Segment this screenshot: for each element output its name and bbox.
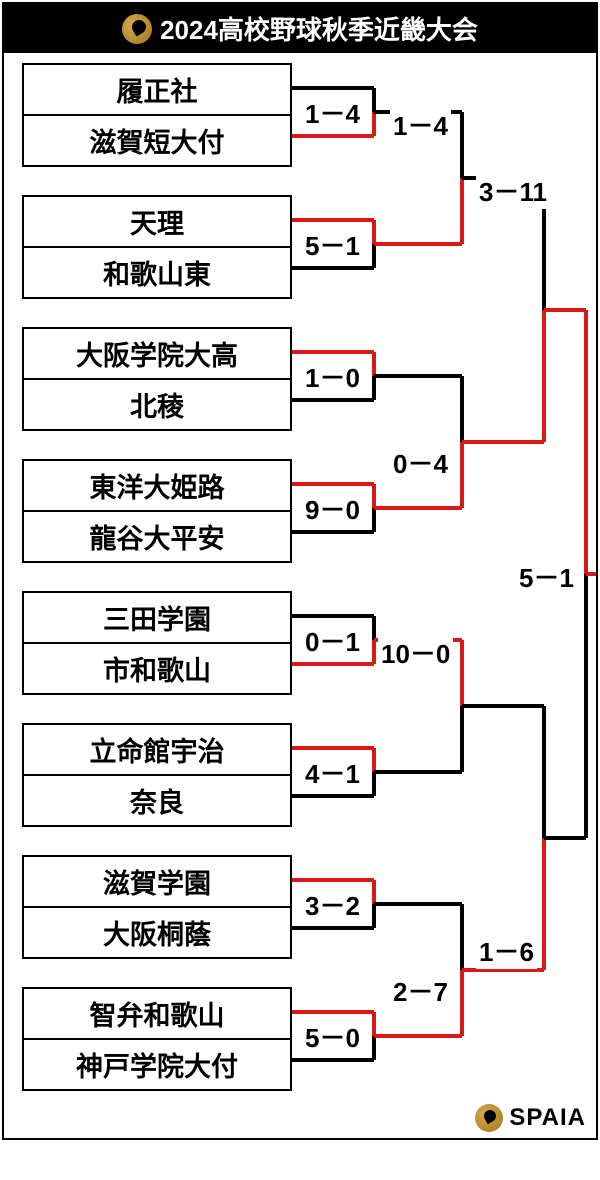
team: 大阪桐蔭 [24,908,290,957]
score: 2－7 [390,972,451,1009]
team-pair: 履正社滋賀短大付 [22,63,292,167]
team-pair: 智弁和歌山神戸学院大付 [22,987,292,1091]
team: 市和歌山 [24,644,290,693]
score: 5－0 [302,1018,363,1055]
footer-text: SPAIA [509,1104,586,1132]
team: 神戸学院大付 [24,1040,290,1089]
team: 履正社 [24,65,290,116]
score: 5－1 [302,226,363,263]
score: 5－1 [516,558,577,595]
score: 0－1 [302,622,363,659]
score: 1－4 [390,106,451,143]
score: 4－1 [302,754,363,791]
team: 龍谷大平安 [24,512,290,561]
team: 滋賀短大付 [24,116,290,165]
team: 東洋大姫路 [24,461,290,512]
team: 智弁和歌山 [24,989,290,1040]
team: 和歌山東 [24,248,290,297]
team-pair: 大阪学院大高北稜 [22,327,292,431]
team: 北稜 [24,380,290,429]
team-pair: 滋賀学園大阪桐蔭 [22,855,292,959]
score: 3－11 [476,172,550,209]
score: 10－0 [378,634,453,671]
team: 滋賀学園 [24,857,290,908]
score: 0－4 [390,444,451,481]
team-pair: 東洋大姫路龍谷大平安 [22,459,292,563]
header-title: 2024高校野球秋季近畿大会 [160,10,478,47]
header: 2024高校野球秋季近畿大会 [4,4,596,53]
tournament-bracket: 2024高校野球秋季近畿大会 SPAIA 履正社滋賀短大付天理和歌山東大阪学院大… [2,2,598,1140]
score: 1－0 [302,358,363,395]
team: 立命館宇治 [24,725,290,776]
team-pair: 天理和歌山東 [22,195,292,299]
team: 大阪学院大高 [24,329,290,380]
team: 奈良 [24,776,290,825]
team-pair: 立命館宇治奈良 [22,723,292,827]
footer-logo-icon [475,1104,503,1132]
footer-brand: SPAIA [475,1104,586,1132]
score: 9－0 [302,490,363,527]
team-pair: 三田学園市和歌山 [22,591,292,695]
score: 1－4 [302,94,363,131]
score: 3－2 [302,886,363,923]
team: 天理 [24,197,290,248]
team: 三田学園 [24,593,290,644]
score: 1－6 [476,932,537,969]
bracket-area: SPAIA 履正社滋賀短大付天理和歌山東大阪学院大高北稜東洋大姫路龍谷大平安三田… [4,53,596,1138]
header-logo-icon [122,14,152,44]
